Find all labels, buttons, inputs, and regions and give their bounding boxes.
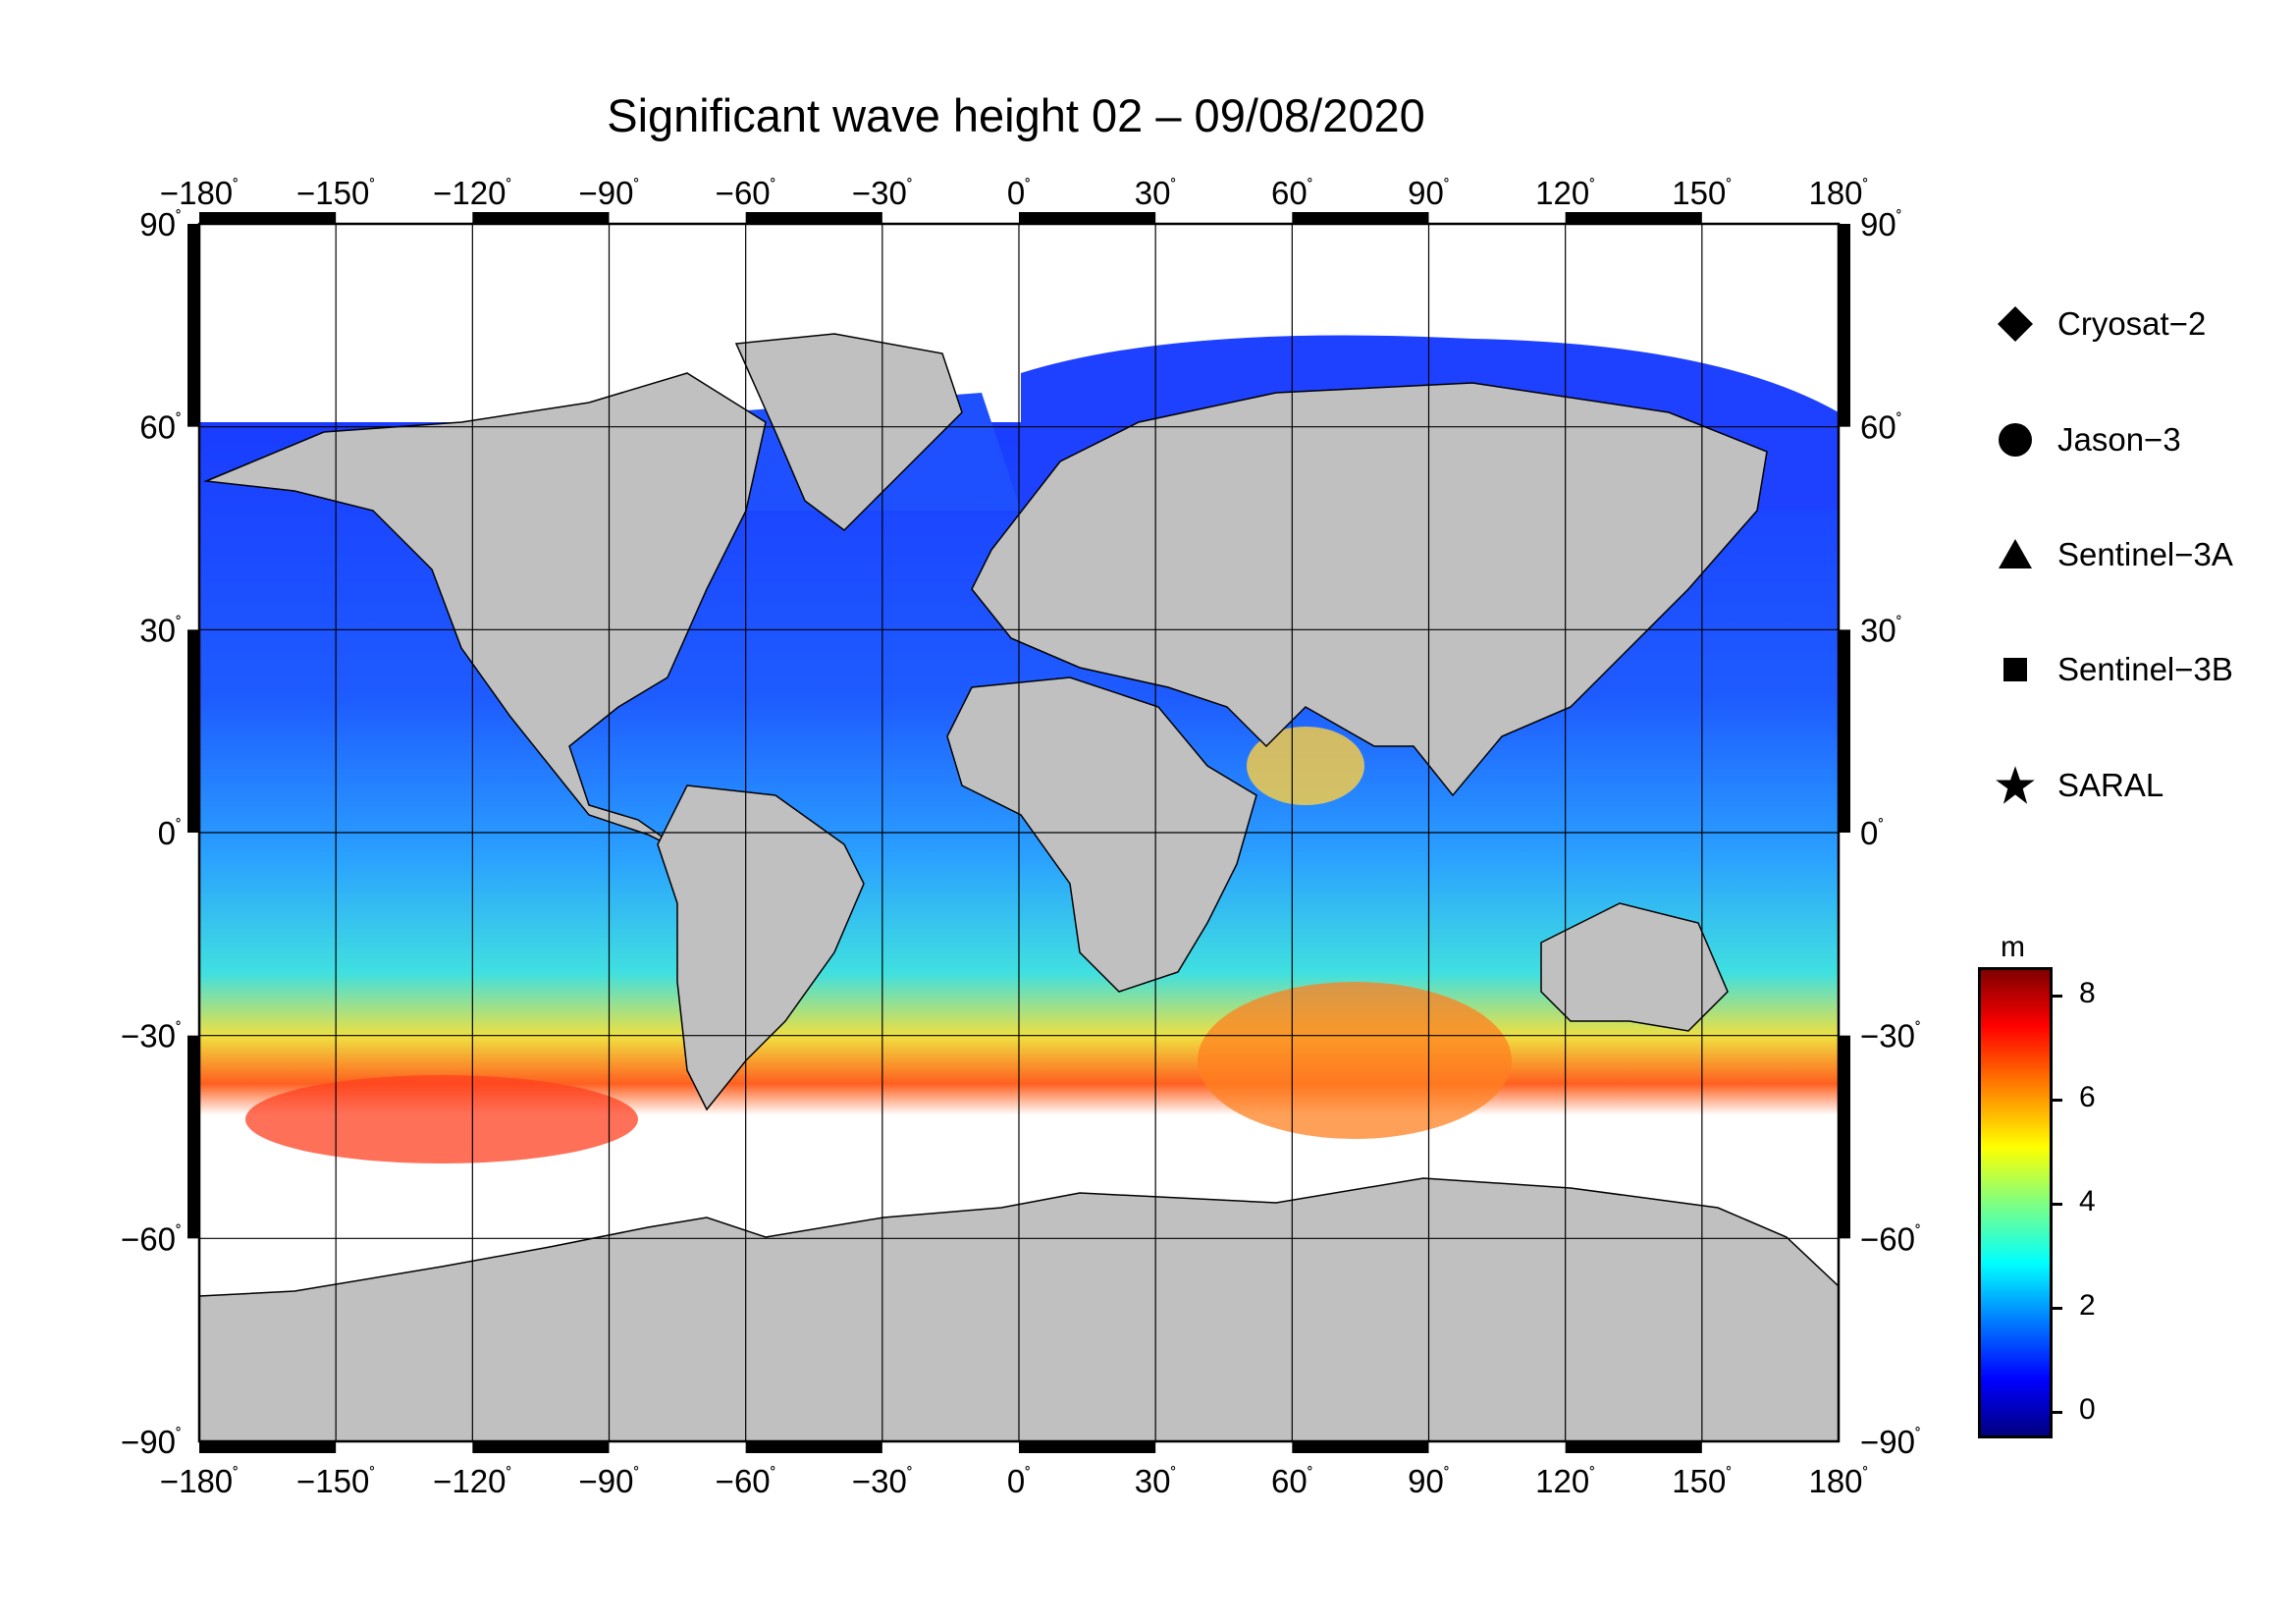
lon-label-top: −120˚ xyxy=(433,175,511,211)
diamond-icon xyxy=(1993,301,2038,347)
indian-ocean-hotspot xyxy=(1198,982,1512,1139)
lon-label-bottom: −120˚ xyxy=(433,1463,511,1499)
frame-bar-right xyxy=(1839,224,1850,427)
colorbar-label: 0 xyxy=(2079,1393,2096,1426)
lat-label-left: 0˚ xyxy=(158,815,182,851)
colorbar-tick xyxy=(2053,1411,2062,1414)
frame-bar-bottom xyxy=(1292,1441,1429,1453)
legend-label: SARAL xyxy=(2057,767,2164,803)
frame-bar-right xyxy=(1839,629,1850,833)
frame-bar-bottom xyxy=(1019,1441,1156,1453)
circle-icon xyxy=(1993,417,2038,462)
africa xyxy=(946,676,1257,993)
legend-item-cryosat2: Cryosat−2 xyxy=(1993,299,2206,349)
lon-label-bottom: 30˚ xyxy=(1135,1463,1177,1499)
lon-label-top: −90˚ xyxy=(579,175,640,211)
frame-bar-top xyxy=(745,212,882,224)
arabian-sea-hotspot xyxy=(1247,727,1364,805)
lon-label-bottom: 120˚ xyxy=(1535,1463,1595,1499)
legend-label: Sentinel−3B xyxy=(2057,651,2233,687)
lon-label-top: 150˚ xyxy=(1672,175,1732,211)
lon-label-bottom: −30˚ xyxy=(852,1463,913,1499)
lon-label-bottom: −60˚ xyxy=(716,1463,776,1499)
map-title: Significant wave height 02 – 09/08/2020 xyxy=(607,89,1425,141)
triangle-icon xyxy=(1993,532,2038,577)
frame-bar-bottom xyxy=(472,1441,610,1453)
lon-label-bottom: 150˚ xyxy=(1672,1463,1732,1499)
colorbar-tick xyxy=(2053,995,2062,998)
frame-bar-bottom xyxy=(199,1441,337,1453)
frame-bar-bottom xyxy=(1565,1441,1702,1453)
greenland xyxy=(734,333,963,531)
colorbar-unit: m xyxy=(2001,931,2025,963)
legend-label: Cryosat−2 xyxy=(2057,305,2207,342)
lon-label-bottom: 0˚ xyxy=(1007,1463,1031,1499)
lon-label-bottom: −90˚ xyxy=(579,1463,640,1499)
lat-label-left: −90˚ xyxy=(121,1424,182,1460)
lat-label-right: 60˚ xyxy=(1860,409,1902,446)
lon-label-top: 0˚ xyxy=(1007,175,1031,211)
lat-label-right: −90˚ xyxy=(1860,1424,1921,1460)
legend-item-sentinel3b: Sentinel−3B xyxy=(1993,645,2233,694)
colorbar xyxy=(1978,967,2053,1438)
lon-label-bottom: −180˚ xyxy=(160,1463,239,1499)
star-icon xyxy=(1993,763,2038,808)
lon-label-top: 180˚ xyxy=(1808,175,1868,211)
legend-item-saral: SARAL xyxy=(1993,761,2163,810)
lat-label-right: 0˚ xyxy=(1860,815,1884,851)
colorbar-label: 4 xyxy=(2079,1185,2096,1217)
frame-bar-top xyxy=(1292,212,1429,224)
colorbar-tick xyxy=(2053,1099,2062,1102)
australia xyxy=(1540,902,1729,1032)
colorbar-label: 8 xyxy=(2079,977,2096,1009)
lat-label-left: 90˚ xyxy=(139,206,182,243)
frame-bar-left xyxy=(187,629,199,833)
lat-label-right: −60˚ xyxy=(1860,1220,1921,1257)
frame-bar-left xyxy=(187,1035,199,1239)
frame-bar-top xyxy=(1019,212,1156,224)
lat-label-left: −30˚ xyxy=(121,1018,182,1055)
graticule xyxy=(198,223,1840,1442)
frame-bar-top xyxy=(199,212,337,224)
lat-label-right: −30˚ xyxy=(1860,1018,1921,1055)
south-pacific-hotspot xyxy=(245,1075,638,1163)
lat-label-left: −60˚ xyxy=(121,1220,182,1257)
square-icon xyxy=(1993,647,2038,692)
legend-label: Sentinel−3A xyxy=(2057,536,2233,572)
lat-label-left: 30˚ xyxy=(139,612,182,648)
lat-label-right: 30˚ xyxy=(1860,612,1902,648)
lon-label-top: 60˚ xyxy=(1271,175,1313,211)
lon-label-top: −150˚ xyxy=(296,175,375,211)
frame-bar-left xyxy=(187,224,199,427)
lat-label-right: 90˚ xyxy=(1860,206,1902,243)
lon-label-bottom: −150˚ xyxy=(296,1463,375,1499)
colorbar-tick xyxy=(2053,1203,2062,1206)
legend-item-sentinel3a: Sentinel−3A xyxy=(1993,530,2233,579)
eurasia xyxy=(971,382,1768,797)
colorbar-label: 6 xyxy=(2079,1081,2096,1113)
colorbar-tick xyxy=(2053,1307,2062,1310)
frame-bar-right xyxy=(1839,1035,1850,1239)
lon-label-top: 30˚ xyxy=(1135,175,1177,211)
legend-label: Jason−3 xyxy=(2057,421,2181,458)
legend-item-jason3: Jason−3 xyxy=(1993,415,2181,464)
frame-checker-bars xyxy=(187,212,1850,1453)
lon-label-top: 120˚ xyxy=(1535,175,1595,211)
north-america xyxy=(203,372,767,855)
lon-label-top: −180˚ xyxy=(160,175,239,211)
lon-label-bottom: 90˚ xyxy=(1408,1463,1450,1499)
lon-label-top: −60˚ xyxy=(716,175,776,211)
lat-label-left: 60˚ xyxy=(139,409,182,446)
frame-bar-top xyxy=(472,212,610,224)
colorbar-label: 2 xyxy=(2079,1289,2096,1322)
frame-bar-top xyxy=(1565,212,1702,224)
lon-label-bottom: 60˚ xyxy=(1271,1463,1313,1499)
lon-label-top: 90˚ xyxy=(1408,175,1450,211)
lon-label-bottom: 180˚ xyxy=(1808,1463,1868,1499)
lon-label-top: −30˚ xyxy=(852,175,913,211)
frame-bar-bottom xyxy=(745,1441,882,1453)
